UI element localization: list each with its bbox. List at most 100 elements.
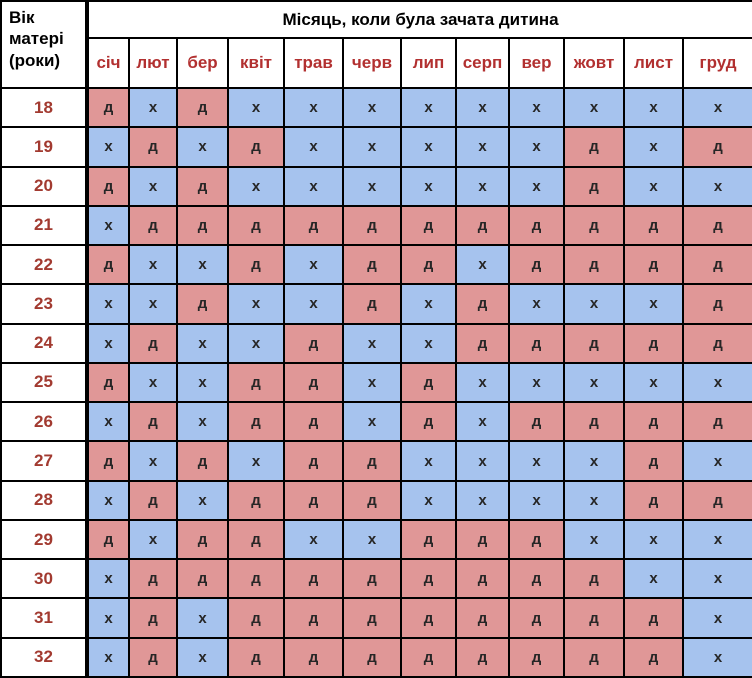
cell-age21-лют: д	[128, 204, 178, 247]
age-label-20: 20	[0, 165, 89, 207]
cell-age28-січ: х	[86, 479, 130, 521]
month-header-лип: лип	[400, 37, 457, 89]
cell-age23-черв: д	[342, 283, 402, 325]
cell-age29-жовт: х	[563, 518, 625, 561]
cell-age24-лип: х	[400, 322, 457, 364]
cell-age32-лист: д	[623, 636, 684, 678]
cell-age19-січ: х	[86, 126, 130, 168]
cell-age18-лист: х	[623, 86, 684, 129]
cell-age22-трав: х	[283, 244, 344, 286]
cell-age25-лист: х	[623, 361, 684, 404]
cell-age30-вер: д	[508, 558, 565, 600]
cell-age25-жовт: х	[563, 361, 625, 404]
age-label-31: 31	[0, 597, 89, 639]
corner-header-mother-age: Вік матері (роки)	[0, 0, 89, 89]
cell-age26-жовт: д	[563, 401, 625, 443]
age-label-21: 21	[0, 204, 89, 247]
age-label-18: 18	[0, 86, 89, 129]
cell-age20-груд: х	[681, 165, 752, 207]
age-label-25: 25	[0, 361, 89, 404]
month-header-трав: трав	[283, 37, 344, 89]
cell-age26-лют: д	[128, 401, 178, 443]
cell-age27-лют: х	[128, 440, 178, 482]
cell-age22-лист: д	[623, 244, 684, 286]
cell-age21-квіт: д	[227, 204, 285, 247]
cell-age20-січ: д	[86, 165, 130, 207]
cell-age23-лют: х	[128, 283, 178, 325]
cell-age27-квіт: х	[227, 440, 285, 482]
cell-age25-вер: х	[508, 361, 565, 404]
cell-age30-трав: д	[283, 558, 344, 600]
table-row-age-18: 18 д х д х х х х х х х х х	[0, 86, 752, 129]
cell-age26-вер: д	[508, 401, 565, 443]
cell-age23-лист: х	[623, 283, 684, 325]
cell-age29-серп: д	[455, 518, 510, 561]
cell-age26-груд: д	[681, 401, 752, 443]
cell-age30-бер: д	[176, 558, 229, 600]
cell-age23-трав: х	[283, 283, 344, 325]
table-row-age-31: 31 х д х д д д д д д д д х	[0, 597, 752, 639]
cell-age28-трав: д	[283, 479, 344, 521]
cell-age22-січ: д	[86, 244, 130, 286]
cell-age23-бер: д	[176, 283, 229, 325]
cell-age19-квіт: д	[227, 126, 285, 168]
cell-age27-січ: д	[86, 440, 130, 482]
cell-age23-січ: х	[86, 283, 130, 325]
cell-age28-лист: д	[623, 479, 684, 521]
cell-age22-лип: д	[400, 244, 457, 286]
table-row-age-28: 28 х д х д д д х х х х д д	[0, 479, 752, 521]
cell-age25-лют: х	[128, 361, 178, 404]
age-label-32: 32	[0, 636, 89, 678]
cell-age20-лип: х	[400, 165, 457, 207]
cell-age28-груд: д	[681, 479, 752, 521]
cell-age20-бер: д	[176, 165, 229, 207]
cell-age32-квіт: д	[227, 636, 285, 678]
cell-age27-черв: д	[342, 440, 402, 482]
table-row-age-29: 29 д х д д х х д д д х х х	[0, 518, 752, 561]
cell-age18-груд: х	[681, 86, 752, 129]
age-label-28: 28	[0, 479, 89, 521]
cell-age26-серп: х	[455, 401, 510, 443]
table-row-age-32: 32 х д х д д д д д д д д х	[0, 636, 752, 678]
cell-age21-черв: д	[342, 204, 402, 247]
cell-age19-трав: х	[283, 126, 344, 168]
month-header-січ: січ	[86, 37, 130, 89]
cell-age32-черв: д	[342, 636, 402, 678]
cell-age28-серп: х	[455, 479, 510, 521]
cell-age27-лист: д	[623, 440, 684, 482]
cell-age19-лист: х	[623, 126, 684, 168]
cell-age28-бер: х	[176, 479, 229, 521]
month-header-бер: бер	[176, 37, 229, 89]
month-header-серп: серп	[455, 37, 510, 89]
cell-age31-січ: х	[86, 597, 130, 639]
cell-age28-квіт: д	[227, 479, 285, 521]
cell-age31-квіт: д	[227, 597, 285, 639]
cell-age19-жовт: д	[563, 126, 625, 168]
table-row-age-27: 27 д х д х д д х х х х д х	[0, 440, 752, 482]
cell-age26-черв: х	[342, 401, 402, 443]
cell-age24-черв: х	[342, 322, 402, 364]
cell-age19-лип: х	[400, 126, 457, 168]
cell-age24-січ: х	[86, 322, 130, 364]
months-header-row: січ лют бер квіт трав черв лип серп вер жовт лист г…	[1, 37, 752, 89]
cell-age25-черв: х	[342, 361, 402, 404]
cell-age23-жовт: х	[563, 283, 625, 325]
cell-age29-січ: д	[86, 518, 130, 561]
cell-age27-жовт: х	[563, 440, 625, 482]
table-row-age-22: 22 д х х д х д д х д д д д	[0, 244, 752, 286]
cell-age18-лют: х	[128, 86, 178, 129]
cell-age30-жовт: д	[563, 558, 625, 600]
cell-age21-серп: д	[455, 204, 510, 247]
cell-age29-лют: х	[128, 518, 178, 561]
cell-age26-квіт: д	[227, 401, 285, 443]
cell-age22-груд: д	[681, 244, 752, 286]
month-header-черв: черв	[342, 37, 402, 89]
cell-age30-черв: д	[342, 558, 402, 600]
cell-age32-бер: х	[176, 636, 229, 678]
cell-age26-січ: х	[86, 401, 130, 443]
cell-age22-жовт: д	[563, 244, 625, 286]
age-label-24: 24	[0, 322, 89, 364]
cell-age20-жовт: д	[563, 165, 625, 207]
